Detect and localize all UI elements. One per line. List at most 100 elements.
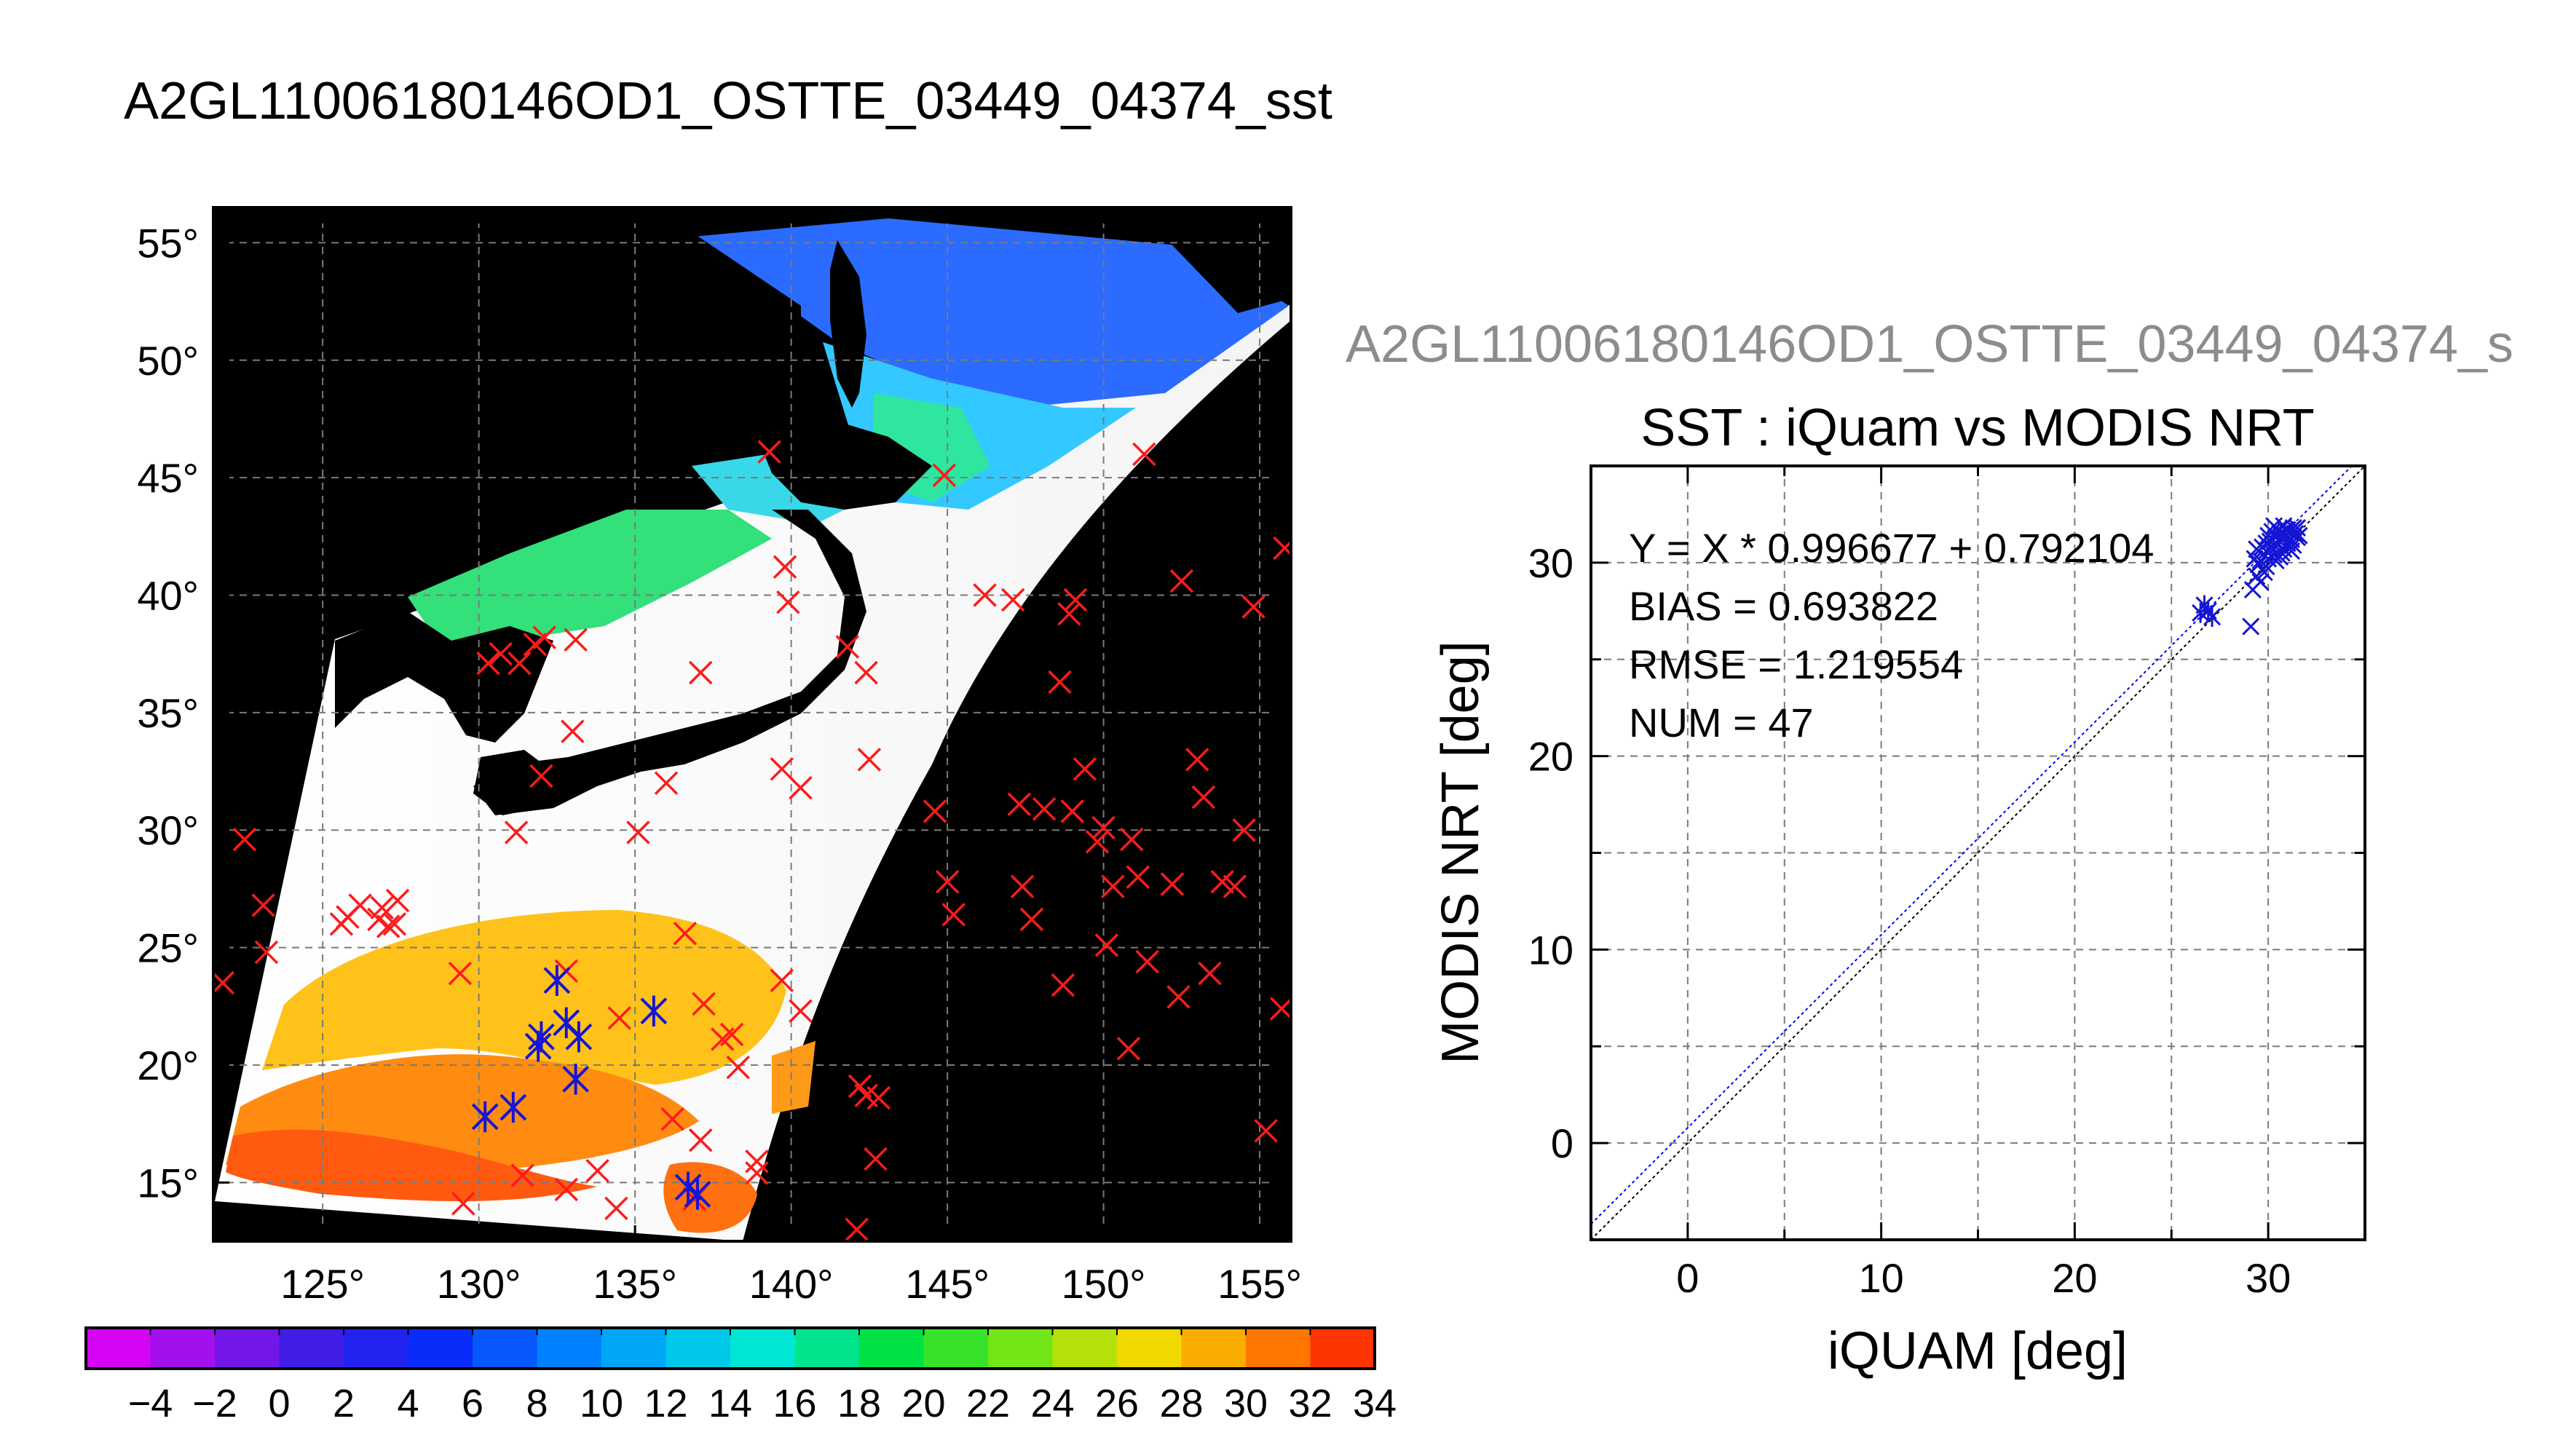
map-marker-red — [688, 1128, 713, 1152]
colorbar-tick-label: −2 — [192, 1382, 237, 1425]
map-lat-tick-label: 50° — [137, 338, 199, 384]
map-marker-red — [770, 968, 794, 993]
identity-line — [1591, 466, 2365, 1240]
map-marker-red — [1101, 874, 1125, 898]
map-marker-red — [864, 1147, 888, 1171]
map-marker-red — [370, 895, 394, 919]
map-lon-tick-label: 125° — [280, 1261, 365, 1307]
map-marker-blue — [528, 1021, 555, 1053]
map-marker-red — [719, 1022, 744, 1047]
map-marker-blue — [684, 1179, 711, 1210]
scatter-title: SST : iQuam vs MODIS NRT — [1640, 399, 2315, 457]
stats-num: NUM = 47 — [1629, 700, 1814, 745]
map-marker-red — [1063, 587, 1088, 612]
scatter-x-tick-labels: 0 10 20 30 — [1676, 1255, 2291, 1301]
scatter-point — [2288, 518, 2307, 537]
scatter-point — [2248, 540, 2266, 558]
map-marker-red — [745, 1161, 769, 1185]
colorbar-tick-label: 8 — [526, 1382, 548, 1425]
colorbar-cell — [344, 1328, 409, 1369]
map-marker-red — [254, 940, 279, 965]
map-marker-blue — [562, 1064, 590, 1095]
map-marker-blue — [524, 1030, 552, 1062]
map-marker-red — [1198, 961, 1222, 986]
scatter-x-tick-label: 30 — [2246, 1255, 2291, 1301]
stats-equation: Y = X * 0.996677 + 0.792104 — [1629, 525, 2154, 571]
map-marker-red — [1210, 869, 1234, 894]
map-lon-labels: 125° 130° 135° 140° 145° 150° 155° — [280, 1261, 1302, 1307]
colorbar-frame — [84, 1326, 1376, 1370]
map-marker-red — [1000, 587, 1025, 612]
colorbar-tick-label: 22 — [966, 1382, 1010, 1425]
colorbar-cell — [86, 1328, 151, 1369]
map-marker-red — [554, 1177, 578, 1202]
map-marker-red — [1169, 569, 1194, 593]
land-kyushu — [473, 750, 553, 815]
map-marker-red — [789, 999, 813, 1023]
map-marker-red — [1060, 799, 1084, 823]
map-marker-red — [973, 583, 997, 607]
map-marker-red — [773, 555, 797, 579]
map-marker-red — [932, 463, 957, 488]
map-marker-red — [1116, 1037, 1141, 1061]
map-marker-red — [1019, 907, 1044, 932]
colorbar-cell — [279, 1328, 344, 1369]
colorbar-cell — [537, 1328, 602, 1369]
map-marker-red — [857, 748, 882, 772]
map-marker-blue — [471, 1101, 499, 1133]
scatter-y-tick-label: 0 — [1551, 1120, 1573, 1166]
map-lat-tick-label: 45° — [137, 455, 199, 501]
colorbar-cell — [601, 1328, 667, 1369]
map-marker-red — [348, 893, 372, 917]
map-marker-red — [1085, 830, 1110, 854]
map-marker-red — [1048, 670, 1072, 695]
map-marker-red — [654, 771, 679, 795]
map-marker-blue — [640, 995, 668, 1026]
map-marker-red — [1119, 827, 1144, 852]
scatter-grid — [1591, 466, 2365, 1240]
map-marker-red — [1269, 997, 1291, 1021]
sst-japan-sea-green — [408, 510, 772, 641]
map-marker-red — [1126, 865, 1150, 890]
colorbar-tick-label: 28 — [1159, 1382, 1203, 1425]
map-marker-red — [564, 628, 588, 652]
map-lat-tick-label: 55° — [137, 220, 199, 266]
stats-rmse: RMSE = 1.219554 — [1629, 641, 1963, 687]
sst-warm-red — [226, 1129, 597, 1201]
map-marker-red — [476, 651, 500, 676]
map-lat-labels: 55° 50° 45° 40° 35° 30° 25° 20° 15° — [137, 220, 199, 1206]
scatter-x-axis-label: iQUAM [deg] — [1828, 1322, 2128, 1380]
scatter-y-tick-label: 20 — [1528, 734, 1573, 780]
map-marker-red — [1166, 985, 1190, 1009]
colorbar-cells — [86, 1328, 1375, 1369]
scatter-y-tick-label: 10 — [1528, 927, 1573, 973]
colorbar-cell — [988, 1328, 1054, 1369]
map-marker-red — [673, 921, 698, 946]
map-marker-red — [757, 440, 781, 464]
map-marker-red — [585, 1158, 609, 1183]
map-marker-red — [1160, 872, 1185, 896]
map-frame — [212, 206, 1292, 1243]
colorbar-cell — [215, 1328, 280, 1369]
colorbar-cell — [473, 1328, 538, 1369]
scatter-point — [2272, 544, 2291, 562]
colorbar-cell — [666, 1328, 731, 1369]
scatter-point — [2251, 573, 2270, 591]
land-sakhalin — [830, 240, 866, 408]
map-marker-red — [626, 820, 650, 844]
map-marker-red — [510, 1163, 534, 1187]
stats-bias: BIAS = 0.693822 — [1629, 583, 1938, 629]
colorbar-cell — [923, 1328, 989, 1369]
scatter-x-tick-label: 0 — [1676, 1255, 1699, 1301]
colorbar-tick-label: 12 — [644, 1382, 687, 1425]
map-marker-red — [1191, 785, 1216, 810]
scatter-x-tick-label: 20 — [2052, 1255, 2097, 1301]
map-marker-red — [232, 827, 257, 852]
colorbar-tick-label: 2 — [333, 1382, 355, 1425]
map-markers-blue — [471, 965, 711, 1210]
colorbar-cell — [794, 1328, 860, 1369]
colorbar-tick-label: 26 — [1095, 1382, 1139, 1425]
map-marker-red — [688, 660, 713, 685]
colorbar-tick-label: 18 — [837, 1382, 881, 1425]
